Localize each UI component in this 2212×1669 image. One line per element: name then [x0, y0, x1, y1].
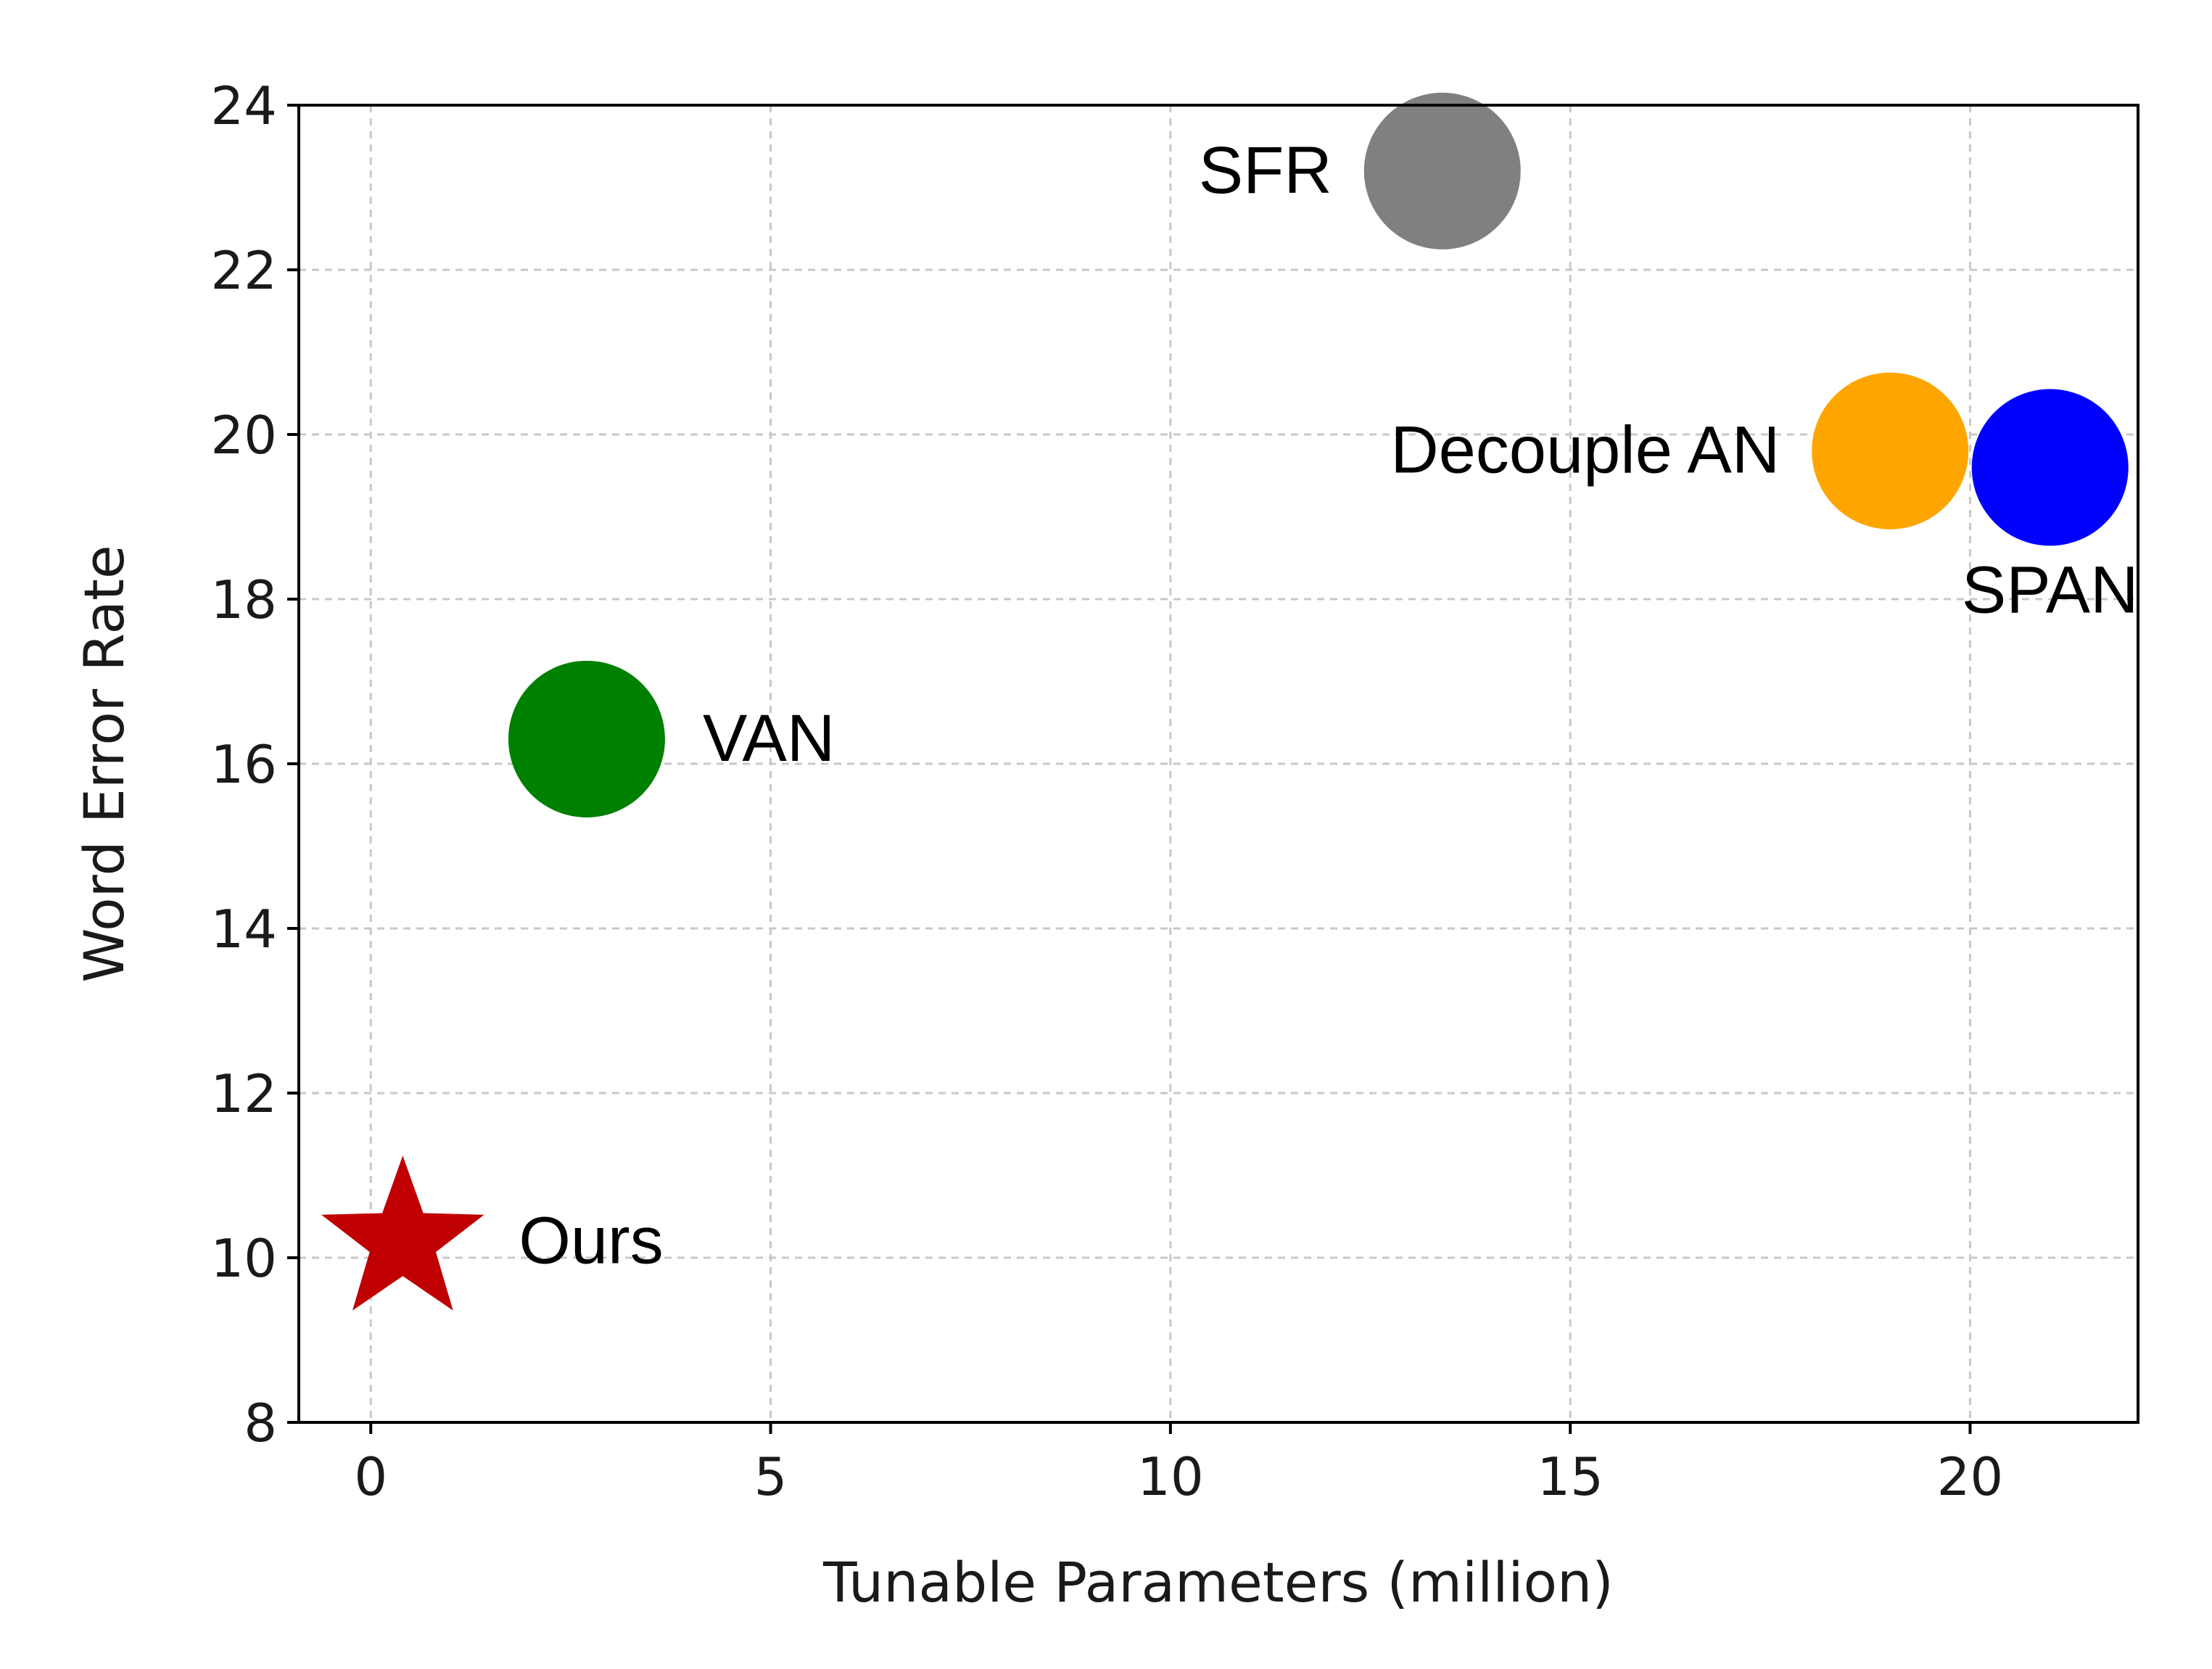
y-tick-label: 20 [210, 405, 277, 466]
label-span: SPAN [1962, 553, 2139, 627]
y-tick-label: 8 [244, 1393, 277, 1454]
x-tick-label: 10 [1137, 1446, 1204, 1507]
data-points [321, 92, 2129, 1311]
y-tick-label: 14 [210, 899, 277, 960]
y-tick-label: 24 [210, 75, 277, 136]
y-tick-label: 22 [210, 240, 277, 301]
x-axis-ticks: 0 5 10 15 20 [354, 1422, 2003, 1507]
marker-span [1971, 389, 2129, 546]
marker-van [508, 660, 665, 817]
marker-ours [321, 1155, 484, 1311]
x-tick-label: 20 [1937, 1446, 2004, 1507]
x-axis-title: Tunable Parameters (million) [822, 1550, 1614, 1615]
marker-decouple-an [1812, 372, 1969, 529]
y-tick-label: 18 [210, 569, 277, 630]
grid-lines [299, 105, 2138, 1422]
marker-sfr [1363, 92, 1521, 250]
x-tick-label: 0 [354, 1446, 387, 1507]
y-tick-label: 10 [210, 1228, 277, 1289]
label-van: VAN [703, 701, 835, 775]
y-tick-label: 12 [210, 1063, 277, 1124]
label-sfr: SFR [1199, 133, 1332, 207]
point-labels: SFR Decouple AN SPAN VAN Ours [519, 133, 2138, 1278]
x-tick-label: 5 [754, 1446, 788, 1507]
y-tick-label: 16 [210, 734, 277, 795]
label-ours: Ours [519, 1203, 663, 1277]
y-axis-title: Word Error Rate [72, 545, 136, 982]
x-tick-label: 15 [1537, 1446, 1604, 1507]
y-axis-ticks: 8 10 12 14 16 18 20 22 24 [210, 75, 299, 1454]
label-decouple-an: Decouple AN [1390, 413, 1780, 487]
